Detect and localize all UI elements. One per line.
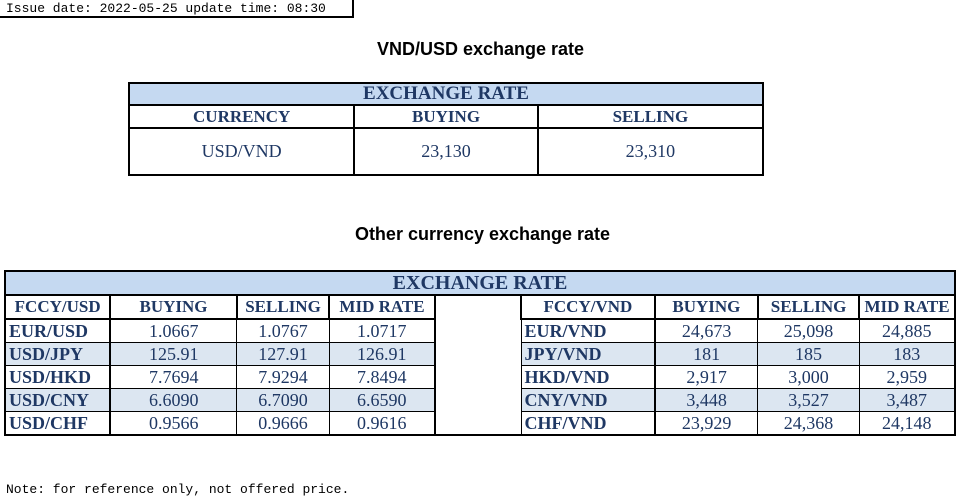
- column-header: BUYING: [109, 294, 238, 320]
- other-currency-title: Other currency exchange rate: [354, 224, 611, 244]
- buying-cell: 3,448: [654, 388, 759, 412]
- column-header: FCCY/USD: [4, 294, 112, 320]
- spacer-cell: [434, 388, 522, 412]
- column-header: FCCY/VND: [520, 294, 656, 320]
- pair-cell: EUR/USD: [4, 318, 112, 343]
- currency-cell: USD/VND: [127, 127, 356, 176]
- spacer-cell: [434, 365, 522, 389]
- pair-cell: CHF/VND: [520, 411, 656, 436]
- spacer-cell: [434, 319, 522, 343]
- other-table-header: EXCHANGE RATE: [4, 270, 956, 296]
- table-row: USD/CNY 6.6090 6.7090 6.6590 CNY/VND 3,4…: [4, 388, 956, 412]
- mid-rate-cell: 7.8494: [328, 365, 436, 389]
- buying-cell: 181: [654, 342, 759, 366]
- buying-cell: 23,929: [654, 411, 759, 436]
- buying-cell: 7.7694: [109, 365, 238, 389]
- selling-cell: 3,000: [757, 365, 860, 389]
- mid-rate-cell: 24,148: [858, 411, 956, 436]
- footer-note: Note: for reference only, not offered pr…: [6, 482, 350, 497]
- buying-cell: 1.0667: [109, 318, 238, 343]
- table-row: USD/HKD 7.7694 7.9294 7.8494 HKD/VND 2,9…: [4, 365, 956, 389]
- other-header-row: EXCHANGE RATE: [4, 270, 956, 296]
- buying-cell: 23,130: [353, 127, 539, 176]
- pair-cell: HKD/VND: [520, 365, 656, 389]
- selling-cell: 25,098: [757, 318, 860, 343]
- vnd-usd-table: EXCHANGE RATE CURRENCY BUYING SELLING US…: [127, 82, 765, 176]
- pair-cell: EUR/VND: [520, 318, 656, 343]
- selling-cell: 0.9666: [236, 411, 330, 436]
- mid-rate-cell: 126.91: [328, 342, 436, 366]
- column-header: BUYING: [654, 294, 759, 320]
- mid-rate-cell: 3,487: [858, 388, 956, 412]
- table-row: USD/JPY 125.91 127.91 126.91 JPY/VND 181…: [4, 342, 956, 366]
- spacer-cell: [434, 411, 522, 435]
- pair-cell: JPY/VND: [520, 342, 656, 366]
- buying-cell: 125.91: [109, 342, 238, 366]
- buying-cell: 24,673: [654, 318, 759, 343]
- issue-date-box: Issue date: 2022-05-25 update time: 08:3…: [0, 0, 354, 18]
- vnd-usd-title: VND/USD exchange rate: [376, 39, 585, 59]
- spacer-cell: [434, 342, 522, 366]
- other-column-headers: FCCY/USD BUYING SELLING MID RATE FCCY/VN…: [4, 294, 956, 320]
- buying-cell: 2,917: [654, 365, 759, 389]
- column-header: BUYING: [353, 104, 539, 129]
- table-row: USD/CHF 0.9566 0.9666 0.9616 CHF/VND 23,…: [4, 411, 956, 436]
- column-header: SELLING: [236, 294, 331, 320]
- spacer-cell: [434, 294, 523, 319]
- other-currency-table: EXCHANGE RATE FCCY/USD BUYING SELLING MI…: [4, 270, 956, 436]
- column-header: MID RATE: [328, 294, 436, 320]
- pair-cell: USD/JPY: [4, 342, 112, 366]
- column-header: SELLING: [757, 294, 861, 320]
- mid-rate-cell: 24,885: [858, 318, 956, 343]
- selling-cell: 23,310: [536, 127, 765, 176]
- buying-cell: 0.9566: [109, 411, 238, 436]
- selling-cell: 185: [757, 342, 860, 366]
- column-header: MID RATE: [858, 294, 956, 320]
- mid-rate-cell: 0.9616: [328, 411, 436, 436]
- vnd-usd-table-header: EXCHANGE RATE: [128, 82, 764, 106]
- column-header: SELLING: [536, 104, 765, 129]
- selling-cell: 7.9294: [236, 365, 330, 389]
- pair-cell: USD/CHF: [4, 411, 112, 436]
- selling-cell: 127.91: [236, 342, 330, 366]
- mid-rate-cell: 183: [858, 342, 956, 366]
- mid-rate-cell: 6.6590: [328, 388, 436, 412]
- pair-cell: CNY/VND: [520, 388, 656, 412]
- buying-cell: 6.6090: [109, 388, 238, 412]
- selling-cell: 3,527: [757, 388, 860, 412]
- mid-rate-cell: 2,959: [858, 365, 956, 389]
- vnd-usd-header-row: EXCHANGE RATE: [128, 82, 764, 106]
- vnd-usd-column-headers: CURRENCY BUYING SELLING: [127, 104, 765, 129]
- pair-cell: USD/CNY: [4, 388, 112, 412]
- table-row: USD/VND 23,130 23,310: [127, 127, 765, 176]
- selling-cell: 1.0767: [236, 318, 330, 343]
- selling-cell: 6.7090: [236, 388, 330, 412]
- pair-cell: USD/HKD: [4, 365, 112, 389]
- selling-cell: 24,368: [757, 411, 860, 436]
- issue-date-text: Issue date: 2022-05-25 update time: 08:3…: [6, 1, 326, 16]
- table-row: EUR/USD 1.0667 1.0767 1.0717 EUR/VND 24,…: [4, 318, 956, 343]
- column-header: CURRENCY: [127, 104, 356, 129]
- mid-rate-cell: 1.0717: [328, 318, 436, 343]
